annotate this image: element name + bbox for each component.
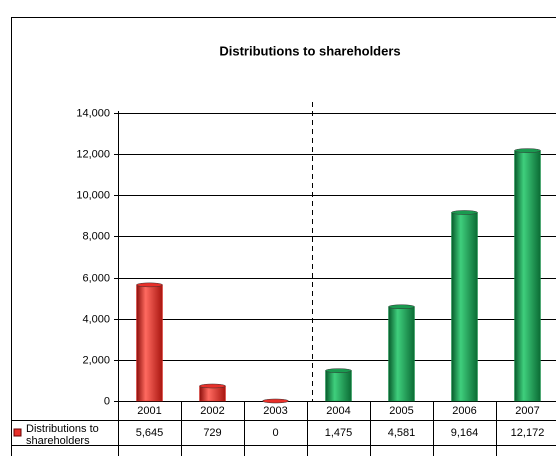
x-tick-label: 2003 bbox=[263, 405, 287, 417]
bar-top bbox=[136, 282, 163, 288]
x-tick-label: 2002 bbox=[200, 405, 224, 417]
bar bbox=[325, 370, 352, 402]
x-tick-label: 2005 bbox=[389, 405, 413, 417]
bar-top bbox=[325, 368, 352, 373]
y-tick-label: 12,000 bbox=[76, 148, 110, 160]
x-tick-label: 2004 bbox=[326, 405, 350, 417]
legend-label: Distributions to shareholders bbox=[26, 423, 99, 447]
bar bbox=[136, 284, 163, 402]
table-value: 729 bbox=[203, 427, 221, 439]
x-tick-label: 2007 bbox=[515, 405, 539, 417]
bar-top bbox=[388, 304, 415, 310]
bar-top bbox=[199, 383, 226, 389]
table-value: 4,581 bbox=[388, 427, 416, 439]
bar bbox=[388, 306, 415, 402]
y-tick-label: 8,000 bbox=[82, 230, 110, 242]
bar bbox=[514, 150, 541, 402]
y-tick-label: 14,000 bbox=[76, 107, 110, 119]
y-tick-label: 0 bbox=[104, 395, 110, 407]
table-value: 5,645 bbox=[136, 427, 164, 439]
chart-title: Distributions to shareholders bbox=[219, 43, 400, 58]
table-value: 0 bbox=[272, 427, 278, 439]
bar-top bbox=[514, 148, 541, 153]
bar-top bbox=[262, 398, 289, 404]
x-tick-label: 2001 bbox=[137, 405, 161, 417]
bar-top bbox=[451, 210, 478, 215]
bar bbox=[451, 212, 478, 402]
legend-label-box: Distributions to shareholders bbox=[26, 423, 99, 447]
table-value: 9,164 bbox=[451, 427, 479, 439]
y-tick-label: 4,000 bbox=[82, 313, 110, 325]
y-tick-label: 2,000 bbox=[82, 354, 110, 366]
table-value: 1,475 bbox=[325, 427, 353, 439]
legend-key bbox=[13, 428, 22, 437]
y-tick-label: 6,000 bbox=[82, 272, 110, 284]
table-value: 12,172 bbox=[511, 427, 545, 439]
x-tick-label: 2006 bbox=[452, 405, 476, 417]
y-tick-label: 10,000 bbox=[76, 189, 110, 201]
